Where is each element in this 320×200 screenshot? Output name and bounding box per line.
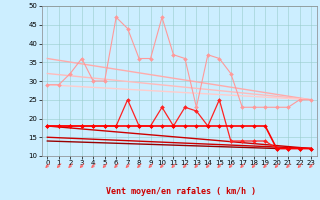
Text: Vent moyen/en rafales ( km/h ): Vent moyen/en rafales ( km/h ) (106, 187, 256, 196)
